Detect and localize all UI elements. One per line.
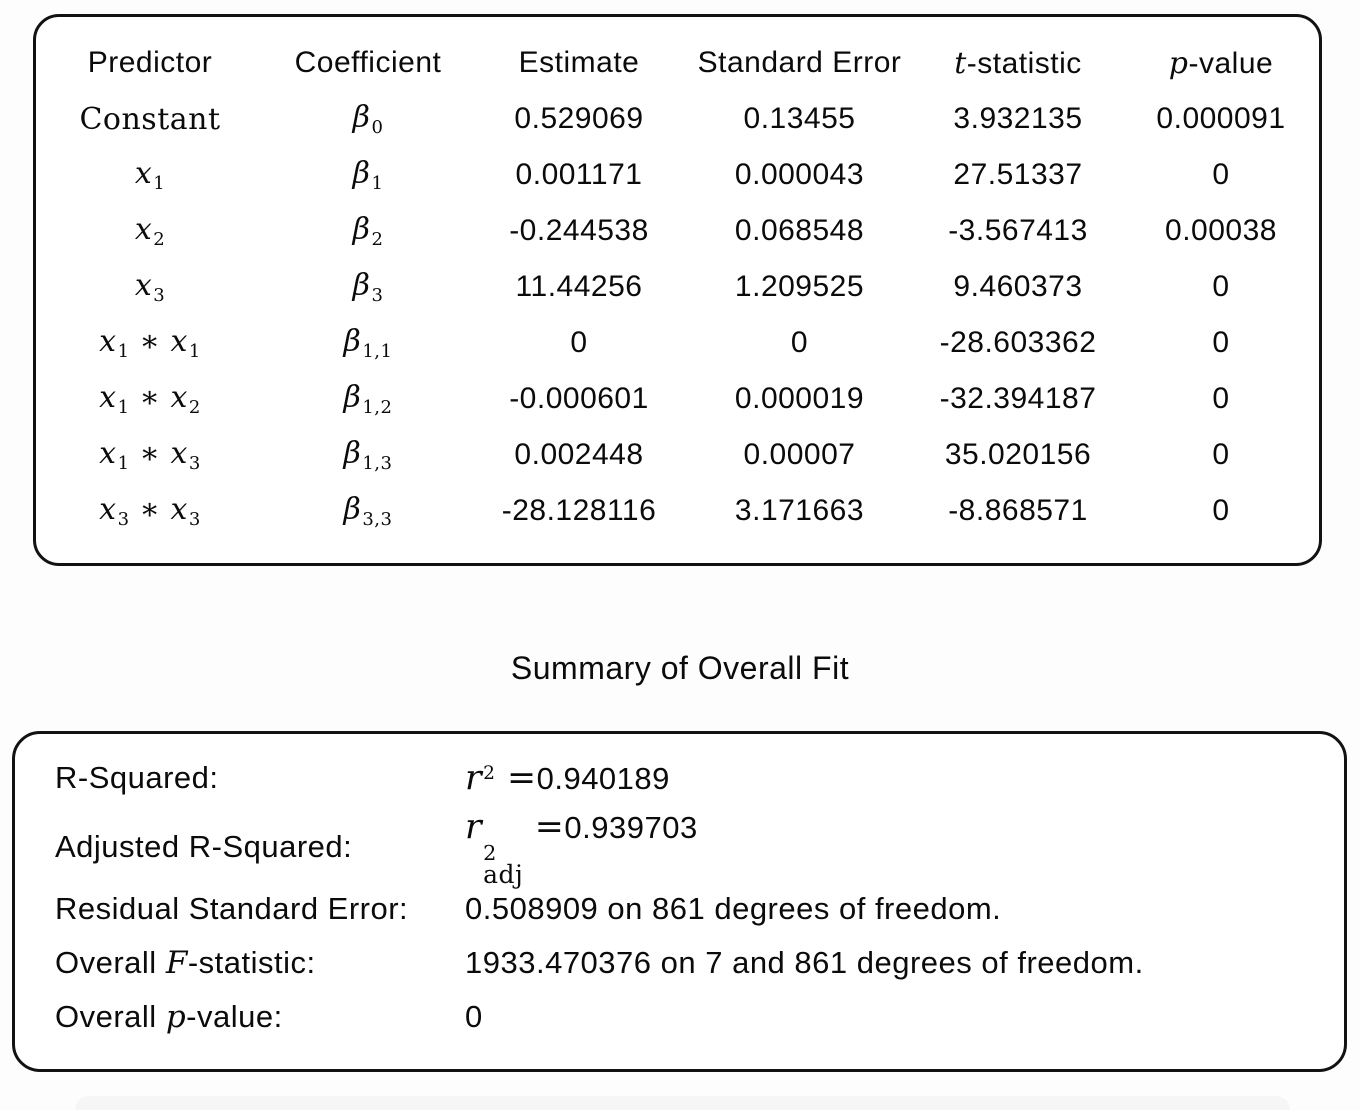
cell-standard-error: 0.000019 [734, 382, 865, 415]
cell-predictor: Constant [79, 101, 221, 137]
r-squared-label: R-Squared: [55, 760, 219, 795]
cell-predictor: x1 [134, 156, 166, 194]
cell-p-value: 0.000091 [1156, 102, 1286, 135]
residual-standard-error-label: Residual Standard Error: [55, 891, 409, 926]
cell-estimate: 0 [570, 326, 588, 359]
cell-p-value: 0 [1212, 494, 1230, 527]
cell-p-value: 0 [1212, 158, 1230, 191]
summary-row-r-squared: R-Squared: r2 =0.940189 [55, 744, 1344, 812]
col-header-estimate: Estimate [518, 46, 640, 79]
cell-standard-error: 0.068548 [734, 214, 865, 247]
col-header-p-value: p-value [1168, 45, 1274, 81]
cell-standard-error: 0 [790, 326, 809, 359]
cell-standard-error: 0.00007 [743, 438, 856, 471]
cell-standard-error: 0.13455 [743, 102, 856, 135]
cell-coefficient: β1,2 [343, 380, 393, 418]
adjusted-r-squared-label: Adjusted R-Squared: [55, 829, 353, 864]
cell-p-value: 0 [1212, 438, 1230, 471]
overall-f-statistic-value: 1933.470376 on 7 and 861 degrees of free… [465, 945, 1144, 980]
cell-p-value: 0 [1212, 382, 1230, 415]
cell-p-value: 0 [1212, 326, 1230, 359]
col-header-t-statistic: t-statistic [954, 45, 1082, 81]
coefficient-table-box: Predictor Coefficient Estimate Standard … [33, 14, 1322, 566]
col-header-standard-error: Standard Error [697, 46, 902, 79]
cell-coefficient: β3,3 [343, 492, 393, 530]
table-row-x1x3: x1 ∗ x3 β1,3 0.002448 0.00007 35.020156 … [36, 427, 1319, 483]
overall-p-value-value: 0 [465, 999, 483, 1034]
cell-coefficient: β0 [352, 100, 384, 138]
cell-coefficient: β1 [352, 156, 384, 194]
col-header-coefficient: Coefficient [294, 46, 442, 79]
table-header-row: Predictor Coefficient Estimate Standard … [36, 35, 1319, 91]
summary-row-overall-f-statistic: Overall F-statistic: 1933.470376 on 7 an… [55, 936, 1344, 990]
table-row-x3: x3 β3 11.44256 1.209525 9.460373 0 [36, 259, 1319, 315]
cell-predictor: x1 ∗ x2 [99, 380, 201, 418]
cell-predictor: x1 ∗ x1 [99, 324, 201, 362]
cell-standard-error: 0.000043 [734, 158, 865, 191]
cell-estimate: -0.244538 [509, 214, 649, 247]
cell-standard-error: 3.171663 [734, 494, 865, 527]
residual-standard-error-value: 0.508909 on 861 degrees of freedom. [465, 891, 1002, 926]
cell-predictor: x3 ∗ x3 [99, 492, 201, 530]
cell-estimate: 11.44256 [515, 270, 643, 303]
cell-t-statistic: -8.868571 [948, 494, 1088, 527]
cell-predictor: x1 ∗ x3 [99, 436, 201, 474]
cell-t-statistic: -32.394187 [939, 382, 1097, 415]
cell-estimate: -0.000601 [509, 382, 649, 415]
cell-estimate: 0.529069 [514, 102, 644, 135]
cell-t-statistic: -3.567413 [948, 214, 1088, 247]
coefficient-table: Predictor Coefficient Estimate Standard … [36, 35, 1319, 539]
summary-title: Summary of Overall Fit [510, 650, 850, 686]
cell-coefficient: β1,1 [343, 324, 393, 362]
summary-row-overall-p-value: Overall p-value: 0 [55, 990, 1344, 1044]
table-row-x1x1: x1 ∗ x1 β1,1 0 0 -28.603362 0 [36, 315, 1319, 371]
cell-coefficient: β1,3 [343, 436, 393, 474]
cell-coefficient: β2 [352, 212, 384, 250]
cell-predictor: x3 [134, 268, 166, 306]
next-section-peek [75, 1096, 1290, 1110]
cell-t-statistic: 3.932135 [953, 102, 1083, 135]
cell-t-statistic: 9.460373 [953, 270, 1083, 303]
cell-p-value: 0.00038 [1165, 214, 1277, 247]
summary-row-adjusted-r-squared: Adjusted R-Squared: r 2 adj =0.939703 [55, 807, 1344, 887]
summary-fit-box: R-Squared: r2 =0.940189 Adjusted R-Squar… [12, 731, 1347, 1072]
table-row-x1: x1 β1 0.001171 0.000043 27.51337 0 [36, 147, 1319, 203]
cell-t-statistic: 35.020156 [944, 438, 1092, 471]
cell-standard-error: 1.209525 [734, 270, 865, 303]
cell-estimate: 0.002448 [514, 438, 644, 471]
cell-estimate: -28.128116 [501, 494, 657, 527]
overall-f-statistic-label: Overall F-statistic: [55, 945, 316, 981]
col-header-predictor: Predictor [87, 46, 213, 79]
cell-t-statistic: 27.51337 [953, 158, 1083, 191]
cell-predictor: x2 [134, 212, 166, 250]
table-row-x1x2: x1 ∗ x2 β1,2 -0.000601 0.000019 -32.3941… [36, 371, 1319, 427]
cell-estimate: 0.001171 [515, 158, 643, 191]
adjusted-r-squared-value: r 2 adj =0.939703 [465, 806, 698, 890]
summary-row-residual-standard-error: Residual Standard Error: 0.508909 on 861… [55, 882, 1344, 936]
cell-t-statistic: -28.603362 [939, 326, 1097, 359]
table-row-x3x3: x3 ∗ x3 β3,3 -28.128116 3.171663 -8.8685… [36, 483, 1319, 539]
r-squared-value: r2 =0.940189 [465, 758, 670, 798]
cell-coefficient: β3 [352, 268, 384, 306]
cell-p-value: 0 [1212, 270, 1230, 303]
table-row-x2: x2 β2 -0.244538 0.068548 -3.567413 0.000… [36, 203, 1319, 259]
overall-p-value-label: Overall p-value: [55, 999, 283, 1035]
table-row-constant: Constant β0 0.529069 0.13455 3.932135 0.… [36, 91, 1319, 147]
